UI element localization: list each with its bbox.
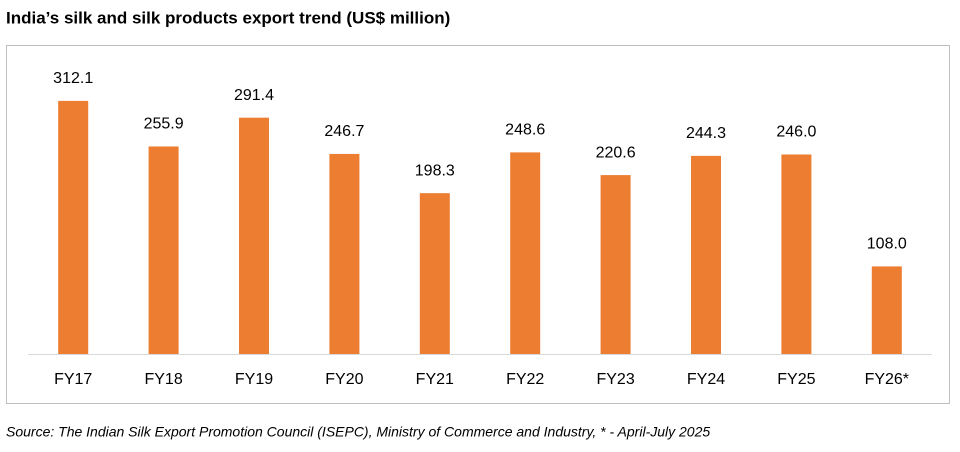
x-tick-label: FY25 <box>777 371 815 388</box>
bar <box>510 152 541 354</box>
bar <box>781 154 812 354</box>
bar <box>58 100 89 354</box>
value-label: 220.6 <box>596 144 636 161</box>
value-label: 108.0 <box>867 236 907 253</box>
bar <box>239 117 269 355</box>
chart-title: India’s silk and silk products export tr… <box>6 8 450 27</box>
value-label: 198.3 <box>415 162 455 179</box>
bar <box>329 153 360 354</box>
chart-frame <box>6 45 950 404</box>
bar <box>148 146 179 354</box>
value-label: 248.6 <box>505 122 545 139</box>
source-note: Source: The Indian Silk Export Promotion… <box>6 424 710 440</box>
bar <box>419 193 450 354</box>
x-tick-label: FY24 <box>687 371 725 388</box>
x-tick-label: FY20 <box>325 371 363 388</box>
value-label: 246.7 <box>324 123 364 140</box>
x-tick-label: FY26* <box>865 371 909 388</box>
x-tick-label: FY17 <box>54 371 92 388</box>
x-tick-label: FY23 <box>596 371 634 388</box>
value-label: 291.4 <box>234 87 274 104</box>
value-label: 244.3 <box>686 125 726 142</box>
x-tick-label: FY21 <box>416 371 454 388</box>
bar <box>600 175 631 354</box>
x-tick-label: FY18 <box>144 371 182 388</box>
bar <box>691 155 721 354</box>
value-label: 312.1 <box>53 70 93 87</box>
value-label: 255.9 <box>144 116 184 133</box>
value-label: 246.0 <box>776 124 816 141</box>
bar <box>871 266 902 354</box>
x-tick-label: FY22 <box>506 371 544 388</box>
x-tick-label: FY19 <box>235 371 273 388</box>
